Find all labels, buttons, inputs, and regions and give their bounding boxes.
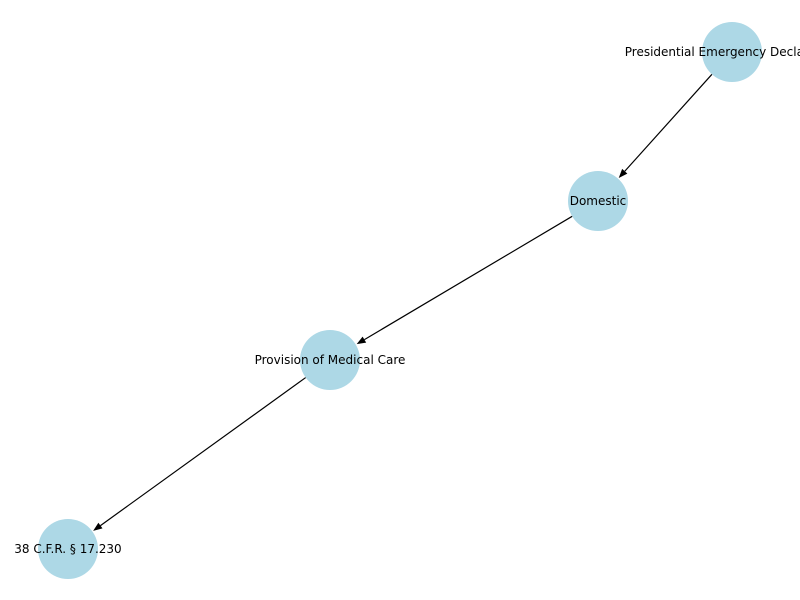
node-n0[interactable] [702, 22, 762, 82]
node-label-n0: Presidential Emergency Declaration [625, 45, 800, 59]
arrowhead-n2-n3 [93, 522, 103, 531]
edge-n1-n2 [364, 215, 573, 341]
node-n3[interactable] [38, 519, 98, 579]
node-label-n2: Provision of Medical Care [255, 353, 406, 367]
labels-layer: Presidential Emergency Declaration Domest… [14, 45, 800, 556]
arrowhead-n0-n1 [618, 168, 628, 178]
edges-layer [93, 73, 713, 531]
node-n1[interactable] [568, 171, 628, 231]
node-label-n3: 38 C.F.R. § 17.230 [14, 542, 121, 556]
node-n2[interactable] [300, 330, 360, 390]
edge-n0-n1 [624, 73, 713, 172]
edge-n2-n3 [100, 377, 307, 527]
node-label-n1: Domestic [570, 194, 627, 208]
arrowhead-n1-n2 [356, 336, 367, 345]
nodes-layer [38, 22, 762, 579]
